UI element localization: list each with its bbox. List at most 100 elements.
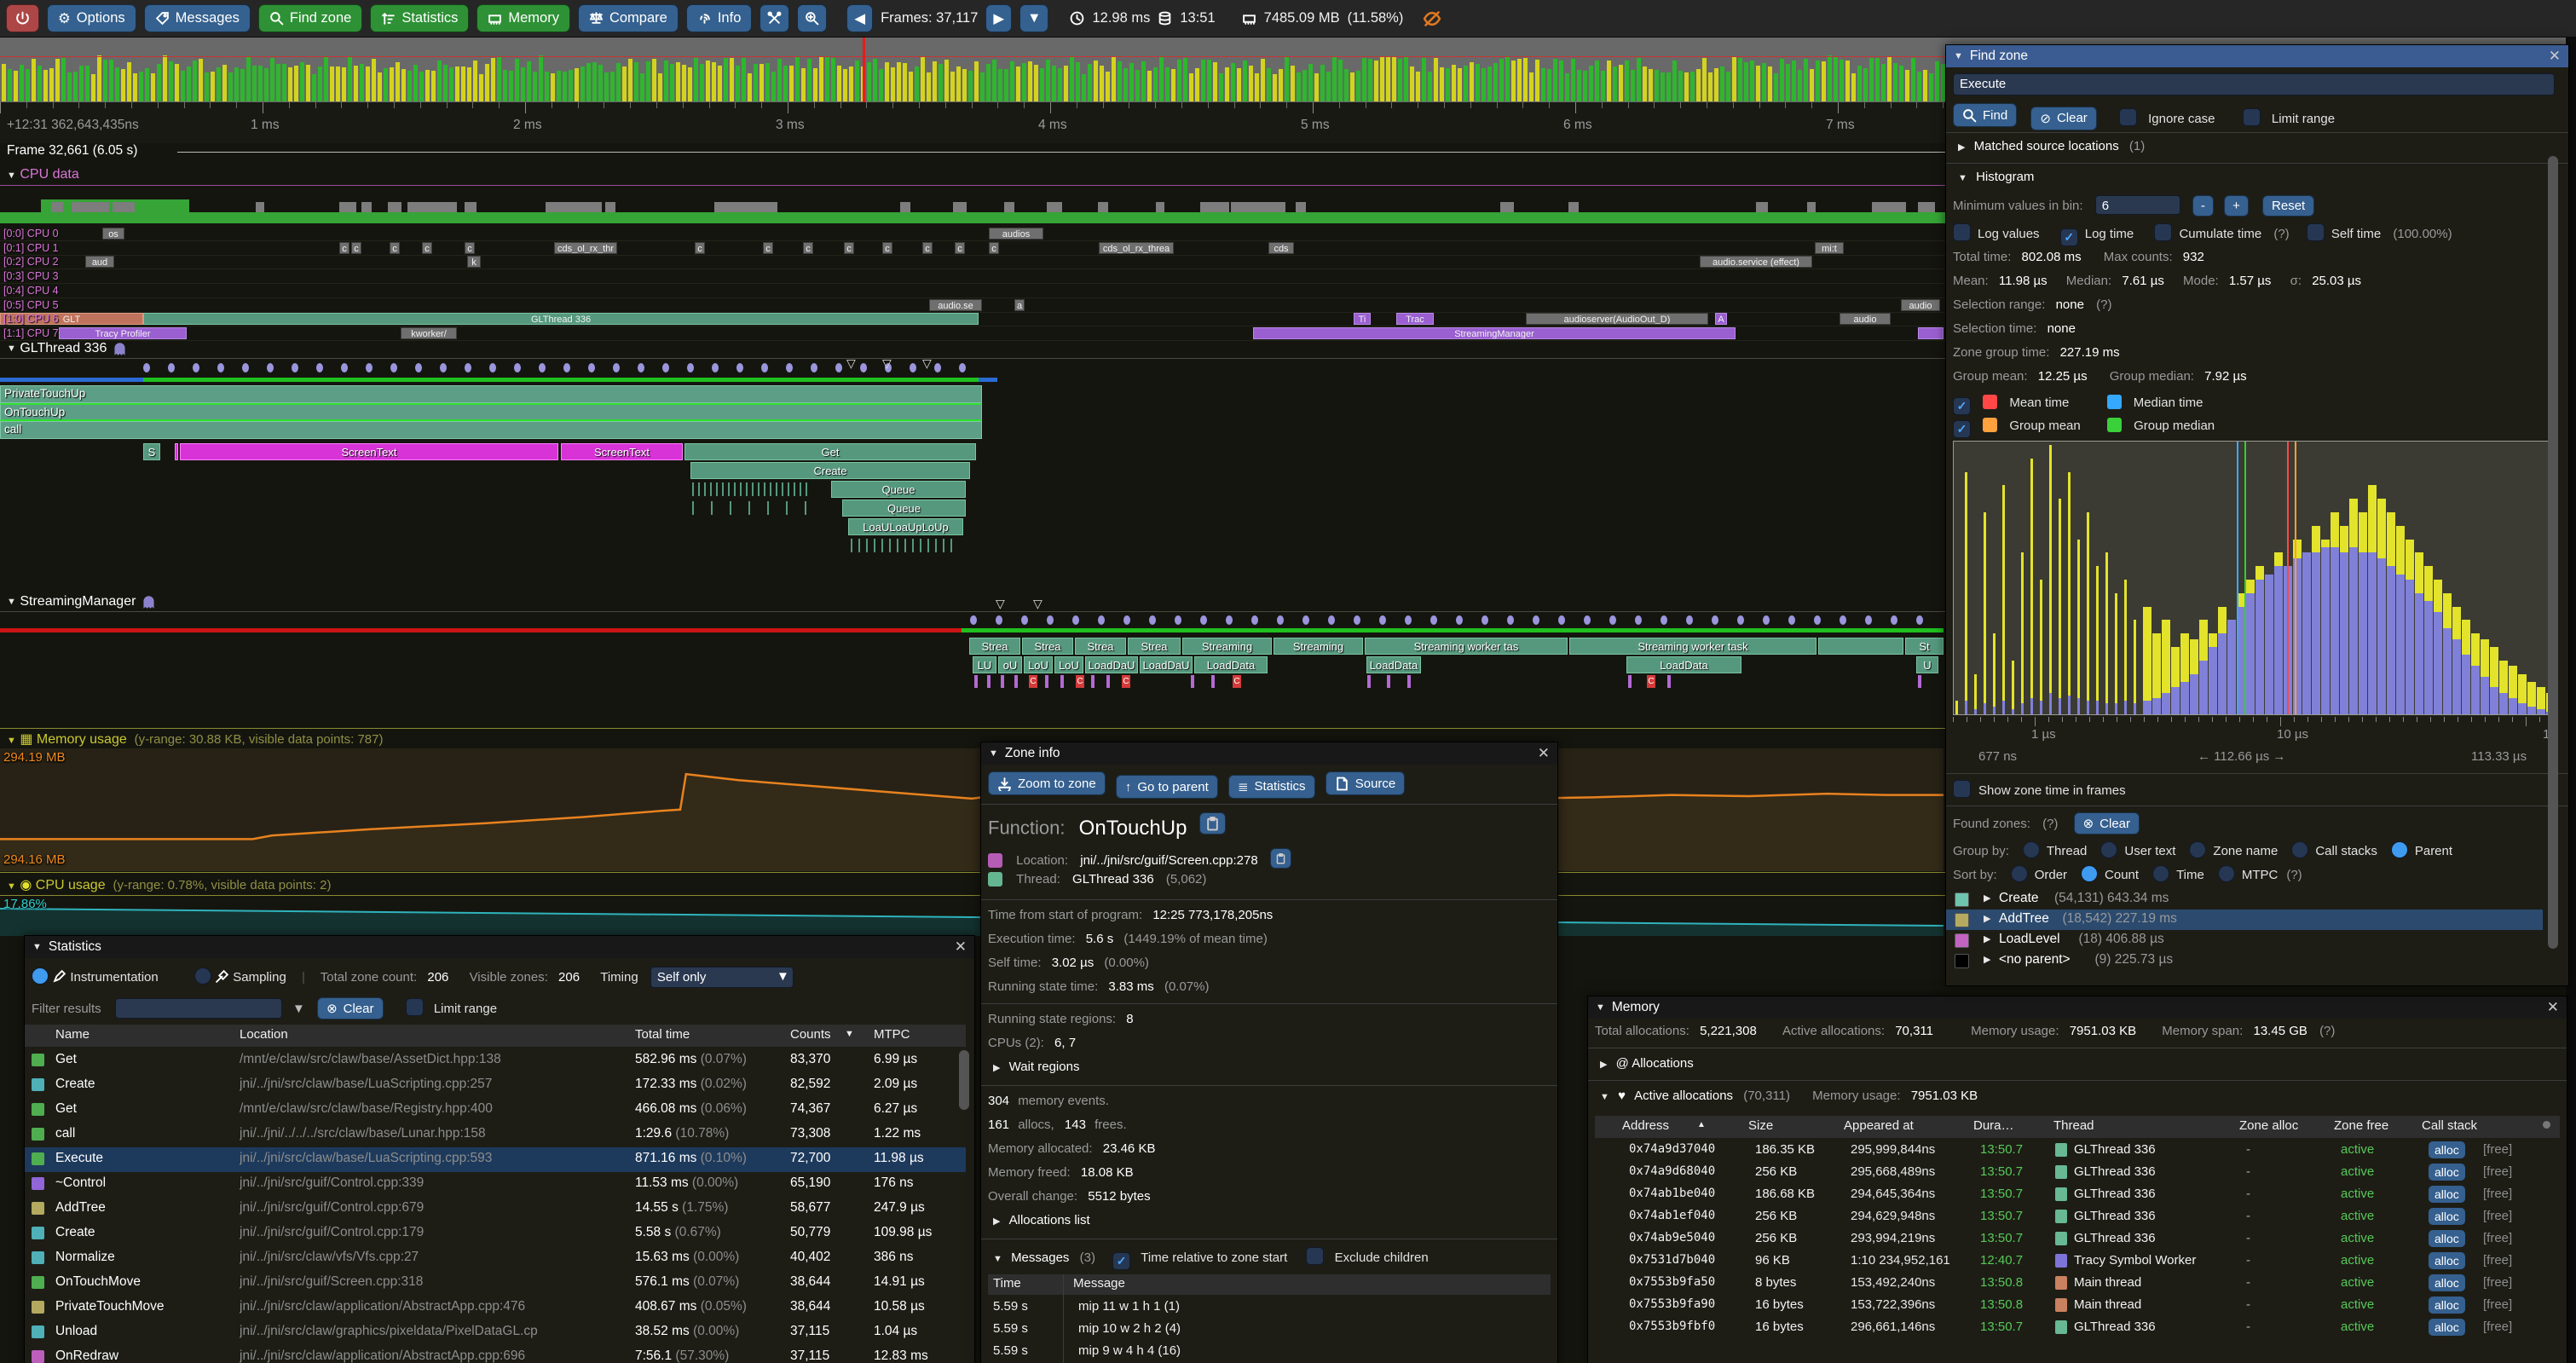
zone-block[interactable]: ScreenText <box>561 443 683 460</box>
messages-table-header[interactable]: Time Message <box>988 1274 1551 1295</box>
clear-button[interactable]: ⊘ Clear <box>2030 106 2097 130</box>
find-zone-button[interactable]: Find zone <box>257 4 363 32</box>
close-icon[interactable]: ✕ <box>2546 999 2559 1015</box>
zone-block[interactable]: GLThread 336 <box>143 313 979 326</box>
radio-order[interactable] <box>2010 865 2028 882</box>
zone-block[interactable] <box>175 443 178 460</box>
zone-block[interactable]: S <box>143 443 160 460</box>
zone-block[interactable]: LoadData <box>1366 656 1421 673</box>
radio-zone-name[interactable] <box>2189 841 2207 858</box>
memory-window-titlebar[interactable]: ▼ Memory ✕ <box>1588 996 2567 1019</box>
zone-block[interactable]: c <box>763 241 773 254</box>
funnel-icon[interactable]: ▼ <box>292 1002 305 1016</box>
allocation-row[interactable]: 0x7553b9fbf0 16 bytes 296,661,146ns 13:50.7… <box>1629 1319 2513 1336</box>
frame-list-button[interactable]: ▼ <box>1019 4 1049 32</box>
instrumentation-radio[interactable] <box>32 967 49 985</box>
zone-block[interactable]: Streaming <box>1182 638 1272 655</box>
zone-block[interactable]: Strea <box>1022 638 1073 655</box>
glthread-open-zones[interactable]: PrivateTouchUp OnTouchUp call <box>0 385 2566 440</box>
messages-button[interactable]: Messages <box>143 4 251 32</box>
min-bin-input[interactable]: 6 <box>2094 195 2180 215</box>
radio-parent[interactable] <box>2390 841 2408 858</box>
found-zone-row[interactable]: ▶ LoadLevel (18) 406.88 µs <box>1946 930 2543 950</box>
clear-filter-button[interactable]: ⊗ Clear <box>317 997 384 1019</box>
zone-block[interactable]: Queue <box>831 481 966 498</box>
zone-block[interactable]: c <box>390 241 400 254</box>
statistics-row[interactable]: AddTree jni/../jni/src/guif/Control.cpp:6… <box>25 1197 966 1222</box>
allocations-list-expander[interactable]: ▶ Allocations list <box>993 1213 1090 1227</box>
zone-block[interactable]: a <box>1014 298 1025 311</box>
zone-block[interactable]: c <box>422 241 432 254</box>
zone-block[interactable]: cds_ol_rx_thr <box>554 241 617 254</box>
streaming-zone-rows[interactable]: Strea Strea Strea Strea Streaming Streaming St… <box>0 638 2566 714</box>
allocation-row[interactable]: 0x74ab1ef040 256 KB 294,629,948ns 13:50.7 GL… <box>1629 1208 2513 1225</box>
zone-block[interactable]: oU <box>998 656 1022 673</box>
message-row[interactable]: 5.59 s mip 10 w 2 h 2 (4) <box>993 1321 1181 1336</box>
exclude-children-checkbox[interactable] <box>1306 1247 1325 1265</box>
streaming-samples[interactable] <box>0 615 2566 626</box>
zone-block[interactable]: Streaming worker task <box>1569 638 1816 655</box>
zone-info-titlebar[interactable]: ▼ Zone info ✕ <box>981 742 1557 765</box>
filter-input[interactable] <box>114 998 282 1019</box>
zone-block[interactable]: audio <box>1840 313 1891 326</box>
increment-button[interactable]: + <box>2224 195 2249 217</box>
wait-regions-expander[interactable]: ▶ Wait regions <box>993 1060 1080 1074</box>
timing-select[interactable]: Self only ▼ <box>650 967 794 988</box>
collapse-icon[interactable]: ▼ <box>32 942 42 952</box>
collapse-icon[interactable]: ▼ <box>1596 1002 1605 1013</box>
zone-block[interactable]: Ti <box>1354 313 1371 326</box>
zone-block[interactable]: U <box>1916 656 1938 673</box>
alloc-callstack-button[interactable]: alloc <box>2429 1319 2465 1336</box>
zone-block[interactable]: os <box>102 228 124 240</box>
radio-count[interactable] <box>2081 865 2099 882</box>
zone-block[interactable]: ScreenText <box>180 443 558 460</box>
find-zone-scrollbar[interactable] <box>2548 156 2558 949</box>
statistics-row[interactable]: Unload jni/../jni/src/claw/graphics/pixel… <box>25 1320 966 1345</box>
allocation-row[interactable]: 0x7531d7b040 96 KB 1:10 234,952,161 12:40.7… <box>1629 1252 2513 1269</box>
alloc-callstack-button[interactable]: alloc <box>2429 1164 2465 1181</box>
zone-block[interactable]: Trac <box>1396 313 1434 326</box>
zone-block[interactable]: audio.se <box>929 298 982 311</box>
statistics-row[interactable]: Create jni/../jni/src/claw/base/LuaScript… <box>25 1073 966 1098</box>
compare-button[interactable]: Compare <box>577 4 679 32</box>
cpu-data-header[interactable]: ▼ CPU data <box>7 167 79 182</box>
close-icon[interactable]: ✕ <box>954 939 967 955</box>
memory-table-header[interactable]: Address ▲ Size Appeared at Dura… Thread … <box>1595 1116 2560 1138</box>
zone-block[interactable]: Strea <box>1128 638 1181 655</box>
statistics-row[interactable]: Execute jni/../jni/src/claw/base/LuaScrip… <box>25 1147 966 1172</box>
messages-table[interactable]: 5.59 s mip 11 w 1 h 1 (1) 5.59 s mip 10 w 2… <box>988 1297 1551 1363</box>
zone-block[interactable]: LoU <box>1054 656 1083 673</box>
collapse-icon[interactable]: ▼ <box>989 748 998 759</box>
power-button[interactable] <box>6 4 39 32</box>
reset-button[interactable]: Reset <box>2262 195 2315 217</box>
close-icon[interactable]: ✕ <box>1537 745 1550 761</box>
zone-block[interactable] <box>1818 638 1903 655</box>
radio-user-text[interactable] <box>2100 841 2118 858</box>
allocation-row[interactable]: 0x7553b9fa50 8 bytes 153,492,240ns 13:50.8 M… <box>1629 1274 2513 1291</box>
zone-block[interactable]: cds <box>1268 241 1294 254</box>
zone-block[interactable]: c <box>803 241 813 254</box>
message-row[interactable]: 5.59 s mip 9 w 4 h 4 (16) <box>993 1343 1181 1358</box>
cpu-row[interactable]: [0:3] CPU 3 <box>0 269 2566 285</box>
ignore-case-checkbox[interactable] <box>2118 107 2137 126</box>
statistics-row[interactable]: Get/mnt/e/claw/src/claw/base/Registry.hp… <box>25 1098 966 1123</box>
go-to-parent-button[interactable]: ↑ Go to parent <box>1115 775 1218 799</box>
zone-block[interactable]: A <box>1715 313 1727 326</box>
cpu-row[interactable]: os audios [0:0] CPU 0 <box>0 227 2566 241</box>
tools-button[interactable] <box>760 4 790 32</box>
zone-block[interactable]: LU <box>973 656 996 673</box>
eye-slash-icon[interactable] <box>1423 9 1441 28</box>
matched-locations-expander[interactable]: ▶ Matched source locations (1) <box>1958 139 2146 153</box>
source-button[interactable]: Source <box>1325 771 1406 795</box>
glthread-samples[interactable] <box>0 363 2566 373</box>
zone-block[interactable]: kworker/ <box>401 326 457 339</box>
search-input[interactable]: Execute <box>1953 73 2555 95</box>
zone-block[interactable] <box>1918 326 1944 339</box>
zone-block[interactable]: StreamingManager <box>1253 326 1736 339</box>
message-row[interactable]: 5.59 s mip 11 w 1 h 1 (1) <box>993 1299 1180 1314</box>
statistics-row[interactable]: OnRedraw jni/../jni/src/claw/application/… <box>25 1345 966 1363</box>
find-zone-titlebar[interactable]: ▼ Find zone ✕ <box>1946 45 2568 67</box>
statistics-table[interactable]: Get/mnt/e/claw/src/claw/base/AssetDict.h… <box>25 1048 966 1363</box>
streaming-header[interactable]: ▼ StreamingManager <box>7 594 155 609</box>
zone-block[interactable]: LoaULoaUpLoUp <box>848 518 963 535</box>
